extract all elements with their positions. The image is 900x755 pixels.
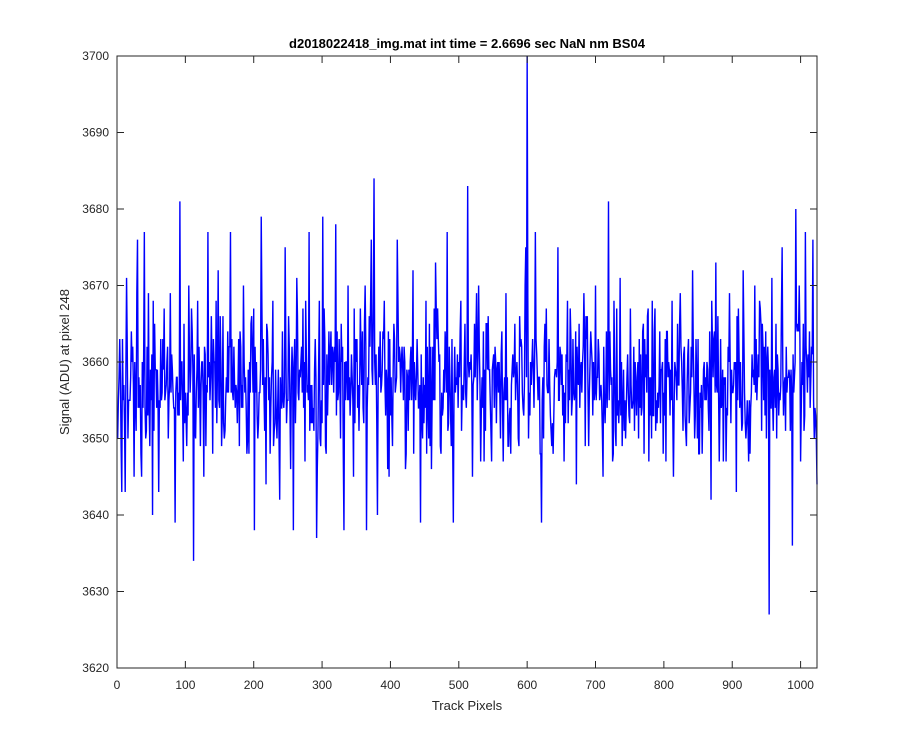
y-axis-title: Signal (ADU) at pixel 248 bbox=[57, 289, 72, 435]
y-tick-label: 3690 bbox=[82, 126, 109, 140]
ticks-layer: 0 100 200 300 400 500 600 700 800 900 1000 3620 3630… bbox=[82, 49, 817, 692]
y-tick-label: 3620 bbox=[82, 661, 109, 675]
x-tick-label: 400 bbox=[380, 678, 400, 692]
x-axis-title: Track Pixels bbox=[432, 698, 503, 713]
series-layer bbox=[116, 55, 818, 615]
x-tick-label: 600 bbox=[517, 678, 537, 692]
x-tick-label: 0 bbox=[114, 678, 121, 692]
x-tick-label: 100 bbox=[175, 678, 195, 692]
y-tick-label: 3640 bbox=[82, 508, 109, 522]
x-tick-label: 900 bbox=[722, 678, 742, 692]
x-tick-label: 700 bbox=[586, 678, 606, 692]
y-tick-label: 3660 bbox=[82, 355, 109, 369]
y-tick-label: 3670 bbox=[82, 279, 109, 293]
signal-series-line bbox=[116, 55, 818, 615]
x-tick-label: 1000 bbox=[787, 678, 814, 692]
x-tick-label: 800 bbox=[654, 678, 674, 692]
y-tick-label: 3650 bbox=[82, 432, 109, 446]
chart-title: d2018022418_img.mat int time = 2.6696 se… bbox=[289, 36, 646, 51]
plot-frame bbox=[116, 55, 818, 669]
y-tick-label: 3680 bbox=[82, 202, 109, 216]
x-tick-label: 500 bbox=[449, 678, 469, 692]
y-tick-label: 3630 bbox=[82, 585, 109, 599]
x-tick-label: 200 bbox=[244, 678, 264, 692]
y-tick-label: 3700 bbox=[82, 49, 109, 63]
x-tick-label: 300 bbox=[312, 678, 332, 692]
